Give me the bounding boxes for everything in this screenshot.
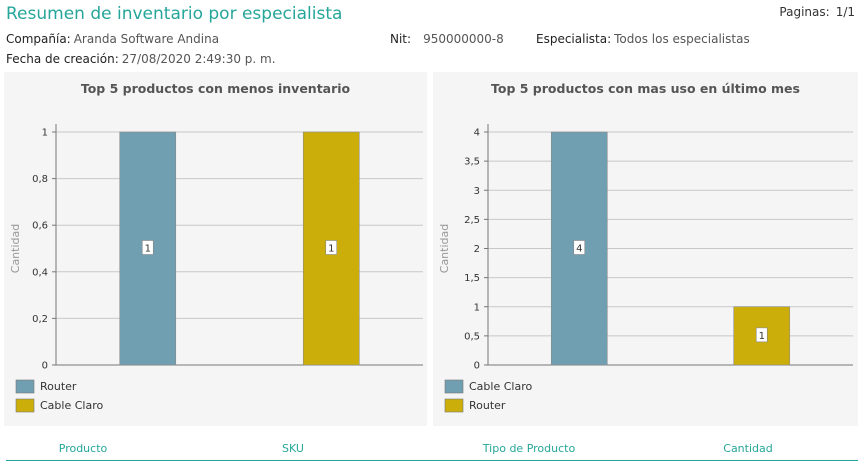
plot-area [488, 124, 853, 365]
bar-data-label: 4 [576, 244, 582, 255]
y-tick-label: 3 [474, 186, 480, 197]
column-header-cantidad[interactable]: Cantidad [723, 442, 773, 455]
legend-swatch [444, 398, 464, 413]
legend-swatch [15, 379, 35, 394]
creation-date-info: Fecha de creación: 27/08/2020 2:49:30 p. … [6, 52, 276, 66]
y-tick-label: 0,5 [464, 331, 480, 342]
column-header-tipo[interactable]: Tipo de Producto [482, 442, 576, 455]
pages-label: Paginas: [779, 5, 830, 19]
legend-entry: Router [40, 380, 77, 393]
specialist-info: Especialista: Todos los especialistas [536, 32, 750, 46]
nit-label: Nit: [390, 32, 412, 46]
y-tick-label: 1,5 [464, 273, 480, 284]
nit-info: Nit: 950000000-8 [390, 32, 504, 46]
created-value: 27/08/2020 2:49:30 p. m. [121, 52, 276, 66]
bar-data-label-box [141, 240, 154, 255]
specialist-value: Todos los especialistas [614, 32, 750, 46]
bar-data-label: 1 [145, 244, 151, 255]
y-tick-label: 0,2 [32, 314, 48, 325]
y-tick-label: 1 [42, 128, 48, 139]
column-header-sku[interactable]: SKU [282, 442, 304, 455]
y-axis-label: Cantidad [9, 224, 22, 273]
legend-swatch [15, 398, 35, 413]
chart-title: Top 5 productos con mas uso en último me… [491, 81, 800, 96]
y-tick-label: 3,5 [464, 157, 480, 168]
y-tick-label: 2,5 [464, 215, 480, 226]
y-tick-label: 0,4 [32, 267, 48, 278]
legend-entry: Cable Claro [40, 399, 103, 412]
chart-title: Top 5 productos con menos inventario [81, 81, 351, 96]
column-header-producto[interactable]: Producto [58, 442, 108, 455]
legend-entry: Router [469, 399, 506, 412]
pages-value: 1/1 [835, 5, 855, 19]
bar-data-label-box [325, 240, 338, 255]
bar-data-label-box [573, 240, 586, 255]
y-tick-label: 0 [42, 361, 48, 372]
chart-least-inventory: Top 5 productos con menos inventario 0 0,2… [4, 72, 427, 426]
nit-value: 950000000-8 [423, 32, 504, 46]
chart-most-used-svg: Top 5 productos con mas uso en último me… [438, 81, 853, 413]
table-header: Producto SKU Tipo de Producto Cantidad [6, 442, 858, 461]
legend-entry: Cable Claro [469, 380, 532, 393]
company-label: Compañía: [6, 32, 71, 46]
bar-data-label: 1 [759, 331, 765, 342]
y-axis-label: Cantidad [438, 224, 451, 273]
y-tick-label: 0 [474, 361, 480, 372]
y-tick-label: 2 [474, 244, 480, 255]
plot-area [56, 124, 423, 365]
report-title: Resumen de inventario por especialista [6, 4, 343, 24]
y-tick-label: 1 [474, 302, 480, 313]
y-tick-label: 0,6 [32, 221, 48, 232]
bar-data-label: 1 [328, 244, 334, 255]
specialist-label: Especialista: [536, 32, 612, 46]
company-value: Aranda Software Andina [73, 32, 220, 46]
company-info: Compañía: Aranda Software Andina [6, 32, 219, 46]
legend-swatch [444, 379, 464, 394]
page-counter: Paginas: 1/1 [779, 5, 855, 19]
created-label: Fecha de creación: [6, 52, 119, 66]
y-tick-label: 4 [474, 128, 480, 139]
bar-data-label-box [755, 327, 768, 343]
chart-least-inventory-svg: Top 5 productos con menos inventario 0 0,2… [9, 81, 423, 413]
chart-most-used: Top 5 productos con mas uso en último me… [433, 72, 858, 426]
y-tick-label: 0,8 [32, 174, 48, 185]
